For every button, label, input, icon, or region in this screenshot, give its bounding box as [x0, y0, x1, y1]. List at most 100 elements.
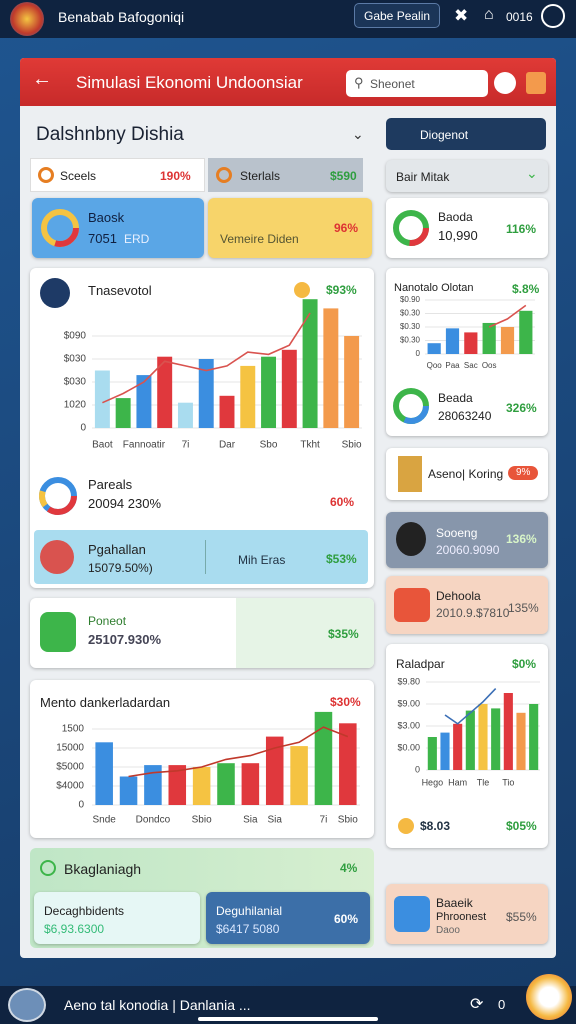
card[interactable] — [32, 198, 204, 258]
app-icon[interactable] — [526, 974, 572, 1020]
card[interactable] — [208, 198, 372, 258]
icon — [294, 282, 310, 298]
card-title: Baosk — [88, 210, 125, 225]
button[interactable] — [386, 118, 546, 150]
icon — [398, 818, 414, 834]
chart-value: $30% — [330, 695, 361, 709]
icon[interactable] — [494, 72, 516, 94]
icon — [396, 522, 426, 556]
icon — [216, 167, 232, 183]
chart-card — [386, 644, 548, 848]
icon — [398, 456, 422, 492]
card-change: $35% — [328, 627, 359, 641]
search-placeholder: Sheonet — [370, 77, 415, 91]
card-value: 20060.9090 — [436, 543, 500, 557]
card-title: Baoda — [438, 210, 473, 224]
chart-title: Nanotalo Olotan — [394, 282, 474, 294]
chart-value: $93% — [326, 283, 357, 297]
divider — [205, 540, 206, 574]
card-title: Aseno| Koring — [428, 467, 504, 481]
card-title: Sooeng — [436, 526, 478, 540]
tab-label: Sterlals — [240, 169, 281, 183]
stat: $05% — [506, 819, 537, 833]
card-change: $53% — [326, 552, 357, 566]
card-note: Mih Eras — [238, 553, 286, 567]
card-title: Decaghbidents — [44, 904, 125, 918]
card-title: Pgahallan — [88, 542, 146, 557]
top-button-label: Gabe Pealin — [364, 9, 431, 23]
card-value: $6,93.6300 — [44, 922, 105, 936]
chart-value: $0% — [512, 657, 537, 671]
header-title: Simulasi Ekonomi Undoonsiar — [76, 73, 303, 92]
home-indicator — [198, 1017, 378, 1021]
card[interactable] — [206, 892, 370, 944]
card-change: 60% — [330, 495, 355, 509]
icon — [40, 278, 70, 308]
icon — [394, 588, 430, 622]
stat: $8.03 — [420, 819, 451, 833]
card-title: Baaeik — [436, 896, 473, 910]
icon — [40, 540, 74, 574]
chart-title: Mento dankerladardan — [40, 695, 171, 710]
card-value: $6417 5080 — [216, 922, 280, 936]
card-value: 96% — [334, 221, 359, 235]
chevron: ⌄ — [526, 165, 538, 181]
card-title: Vemeire Diden — [220, 232, 299, 246]
top-bar — [0, 0, 576, 38]
button-label: Diogenot — [420, 128, 469, 142]
bottom-text: Aeno tal konodia | Danlania ... — [64, 997, 251, 1013]
section-title: Bkaglaniagh — [64, 861, 142, 877]
icon — [394, 896, 430, 932]
card-change: 116% — [506, 222, 537, 236]
card-title: Dehoola — [436, 589, 481, 603]
card-title: Deguhilanial — [216, 904, 283, 918]
heading: Dalshnbny Dishia — [36, 124, 184, 145]
card-note: ERD — [124, 232, 150, 246]
avatar[interactable] — [10, 2, 44, 36]
chart-title: Raladpar — [396, 657, 445, 671]
icon[interactable]: ✖ — [454, 6, 469, 25]
card-change: 136% — [506, 532, 537, 546]
card-value: 15079.50%) — [88, 561, 153, 575]
icon[interactable] — [526, 72, 546, 94]
card-value: 28063240 — [438, 409, 492, 423]
card-value: 2010.9.$7810 — [436, 606, 510, 620]
card-value: 7051 — [88, 231, 117, 246]
card-value: 25107.930% — [88, 632, 162, 647]
tab-value: $590 — [330, 169, 357, 183]
search-box[interactable] — [346, 70, 488, 97]
tab[interactable] — [208, 158, 363, 192]
avatar[interactable] — [8, 988, 46, 1022]
card-value: 20094 230% — [88, 496, 162, 511]
card-note: Daoo — [436, 925, 460, 936]
counter: 0 — [498, 997, 506, 1012]
card-change: $55% — [506, 910, 537, 924]
app-title: Benabab Bafogoniqi — [58, 9, 185, 25]
card-change: 9% — [516, 467, 531, 478]
icon[interactable]: ⌂ — [484, 6, 494, 23]
card-value: Phroonest — [436, 911, 487, 923]
icon — [40, 612, 76, 652]
filter-label: Bair Mitak — [396, 170, 450, 184]
card-accent — [236, 598, 374, 668]
card[interactable] — [34, 530, 368, 584]
card-change: 60% — [334, 912, 359, 926]
tab[interactable] — [30, 158, 205, 192]
card-title: Poneot — [88, 614, 127, 628]
filter[interactable] — [386, 160, 548, 192]
back-button[interactable]: ← — [32, 68, 52, 90]
card[interactable] — [34, 892, 200, 944]
search-icon: ⚲ — [354, 75, 364, 90]
chevron[interactable]: ⌄ — [352, 126, 364, 142]
icon[interactable]: ⟳ — [470, 996, 484, 1013]
badge — [508, 466, 538, 480]
icon — [38, 167, 54, 183]
tab-value: 190% — [160, 169, 191, 183]
card-value: 10,990 — [438, 228, 478, 243]
top-button[interactable] — [354, 3, 440, 28]
icon[interactable] — [541, 4, 565, 28]
section-value: 4% — [340, 861, 358, 875]
card-title: Beada — [438, 391, 473, 405]
card-change: 135% — [508, 601, 539, 615]
